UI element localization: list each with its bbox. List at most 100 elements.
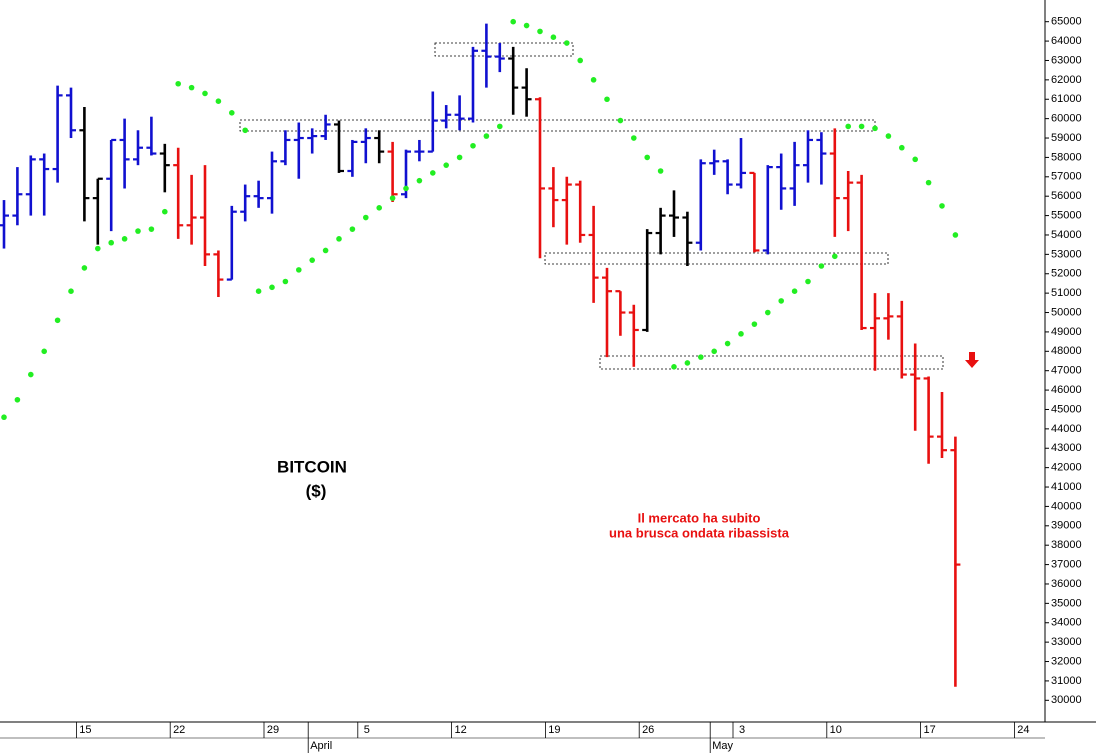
sar-dot [242, 127, 248, 134]
sar-dot [751, 321, 758, 327]
sar-dot [818, 263, 825, 269]
y-tick-label: 59000 [1051, 132, 1082, 144]
chart-subtitle: ($) [306, 481, 327, 500]
x-tick-label: 26 [642, 724, 654, 736]
sar-dot [68, 288, 74, 295]
y-tick-label: 57000 [1051, 171, 1082, 183]
sar-dot [550, 34, 557, 41]
y-tick-label: 35000 [1051, 597, 1082, 609]
month-label: May [712, 740, 733, 752]
sar-dot [322, 247, 329, 254]
sar-dot [497, 123, 503, 130]
y-tick-label: 39000 [1051, 520, 1082, 532]
sar-dot [510, 18, 516, 25]
sar-dot [590, 77, 597, 83]
month-label: April [310, 740, 332, 752]
sar-dot [617, 117, 624, 124]
sar-dot [483, 133, 490, 139]
sar-dot [577, 57, 583, 64]
resistance-box [434, 42, 574, 57]
y-tick-label: 44000 [1051, 423, 1082, 435]
sar-dot [443, 162, 450, 168]
y-tick-label: 33000 [1051, 636, 1082, 648]
sar-dot [631, 135, 637, 141]
y-tick-label: 63000 [1051, 54, 1082, 66]
sar-dot [925, 179, 932, 186]
sar-dot [202, 90, 208, 97]
sar-dot [671, 364, 677, 370]
sar-dot [108, 239, 114, 246]
sar-dot [175, 80, 181, 87]
x-tick-label: 29 [267, 724, 279, 736]
y-tick-label: 60000 [1051, 113, 1082, 125]
sar-dot [738, 331, 744, 337]
sar-dot [684, 360, 691, 366]
sar-dot [470, 142, 476, 149]
y-tick-label: 61000 [1051, 93, 1082, 105]
y-tick-label: 58000 [1051, 151, 1082, 163]
x-tick-label: 10 [830, 724, 842, 736]
sar-dot [215, 98, 222, 104]
y-tick-label: 46000 [1051, 384, 1082, 396]
x-tick-label: 15 [79, 724, 91, 736]
y-tick-label: 47000 [1051, 365, 1082, 377]
sar-dot [296, 267, 302, 273]
sar-dot [229, 110, 235, 116]
sar-dot [711, 348, 717, 355]
sar-dot [121, 236, 128, 242]
sar-dot [148, 226, 155, 232]
sar-dot [1, 414, 7, 421]
y-tick-label: 41000 [1051, 481, 1082, 493]
resistance-box [239, 119, 876, 132]
y-tick-label: 65000 [1051, 16, 1082, 28]
sar-dot [188, 84, 195, 91]
sar-dot [81, 265, 88, 271]
support-box [544, 252, 889, 265]
y-tick-label: 50000 [1051, 306, 1082, 318]
y-tick-label: 40000 [1051, 500, 1082, 512]
sar-dot [269, 284, 275, 291]
y-tick-label: 37000 [1051, 558, 1082, 570]
sar-dot [376, 205, 383, 211]
sar-dot [309, 257, 316, 263]
sar-dot [14, 396, 21, 403]
sar-dot [952, 232, 959, 238]
y-tick-label: 43000 [1051, 442, 1082, 454]
sar-dot [389, 195, 396, 201]
sar-dot [95, 245, 101, 252]
sar-dot [765, 309, 771, 316]
y-tick-label: 42000 [1051, 462, 1082, 474]
sar-dot [430, 170, 436, 176]
sar-dot [523, 22, 530, 29]
sar-dot [416, 177, 423, 184]
y-tick-label: 51000 [1051, 287, 1082, 299]
sar-dot [832, 253, 838, 260]
y-tick-label: 38000 [1051, 539, 1082, 551]
sar-dot [778, 298, 784, 304]
y-tick-label: 62000 [1051, 74, 1082, 86]
down-arrow [965, 352, 979, 368]
sar-dot [698, 354, 704, 360]
sar-dot [912, 156, 918, 163]
y-tick-label: 36000 [1051, 578, 1082, 590]
y-tick-label: 52000 [1051, 268, 1082, 280]
sar-dot [403, 185, 409, 192]
y-tick-label: 30000 [1051, 694, 1082, 706]
sar-dot [255, 288, 262, 295]
y-tick-label: 34000 [1051, 617, 1082, 629]
y-tick-label: 48000 [1051, 345, 1082, 357]
y-tick-label: 64000 [1051, 35, 1082, 47]
annotation: una brusca ondata ribassista [609, 525, 790, 540]
y-tick-label: 54000 [1051, 229, 1082, 241]
y-tick-label: 49000 [1051, 326, 1082, 338]
sar-dot [349, 226, 356, 232]
sar-dot [282, 278, 289, 285]
annotation: Il mercato ha subito [638, 510, 761, 525]
sar-dot [54, 317, 61, 324]
sar-dot [872, 125, 878, 132]
sar-dot [885, 133, 892, 139]
sar-dot [845, 123, 851, 130]
sar-dot [604, 96, 610, 103]
sar-dot [939, 203, 945, 209]
